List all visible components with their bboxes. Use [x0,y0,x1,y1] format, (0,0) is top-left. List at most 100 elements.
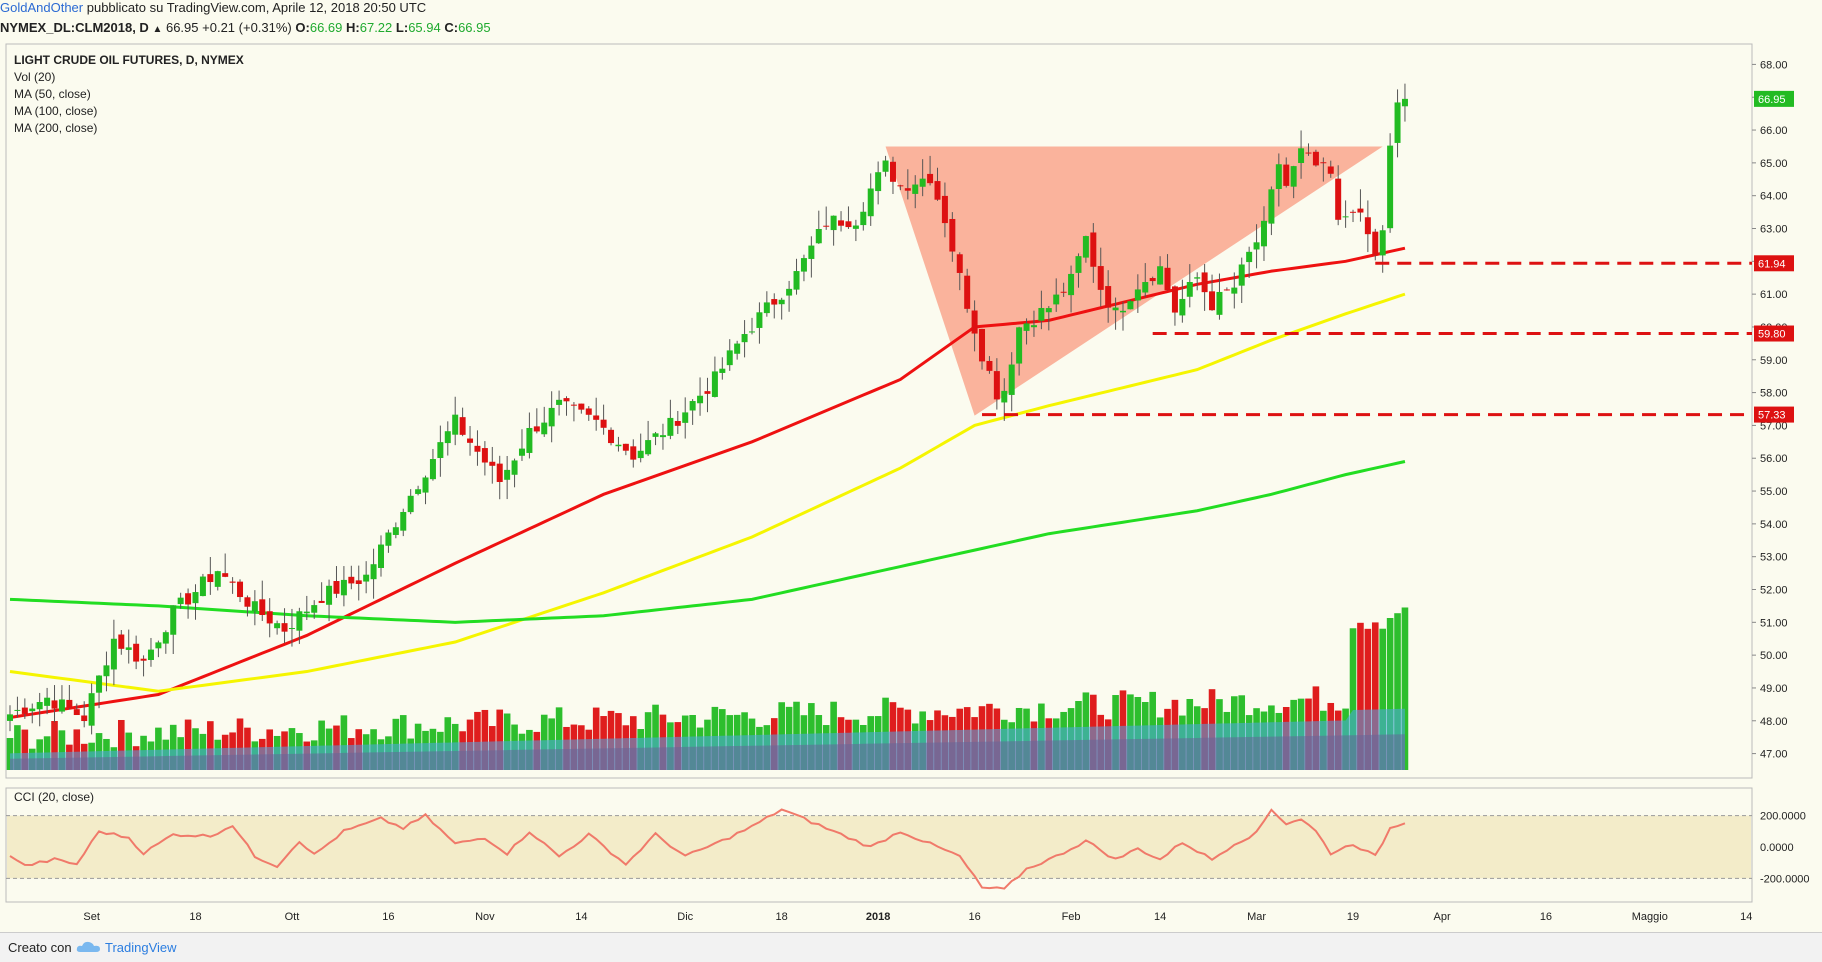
volume-bar [1401,607,1409,770]
candle-body [541,422,548,435]
candle-body [1357,208,1364,213]
price-marker-label: 57.33 [1758,410,1786,422]
candle-body [370,564,377,580]
price-change: +0.21 (+0.31%) [202,20,292,35]
candles [7,83,1408,735]
candle-body [578,403,585,410]
candle-body [593,415,600,420]
candle-body [860,211,867,226]
candle-body [1030,325,1037,328]
candle-body [852,225,859,229]
time-tick-label: 18 [776,911,788,923]
candle-body [14,709,21,711]
candle-body [778,299,785,305]
price-chart[interactable]: 47.00 48.00 49.00 50.00 51.00 52.00 53.00 54.00… [0,0,1822,932]
candle-body [726,350,733,366]
candle-body [518,448,525,456]
volume-bar [555,707,563,770]
candle-body [526,427,533,453]
legend-title: LIGHT CRUDE OIL FUTURES, D, NYMEX [14,53,244,67]
candle-body [1194,277,1201,279]
volume-bar [169,724,177,770]
candle-body [1179,298,1186,316]
time-tick-label: Nov [475,911,495,923]
time-tick-label: Set [83,911,100,923]
candle-body [1327,166,1334,174]
volume-bar [1379,628,1386,770]
candle-body [919,178,926,187]
candle-body [288,628,295,630]
candle-body [608,429,615,444]
candle-body [927,173,934,184]
price-tick-label: 65.00 [1760,158,1788,170]
cci-tick-label: -200.0000 [1760,873,1810,885]
candle-body [199,576,206,597]
candle-body [1253,242,1260,250]
candle-body [429,459,436,480]
candle-body [563,398,570,402]
candle-body [1134,289,1141,301]
candle-body [1223,289,1230,291]
candle-body [889,161,896,182]
candle-body [1387,145,1394,229]
candle-body [1045,308,1052,313]
volume-bar [592,707,600,770]
candle-body [281,623,288,632]
candle-body [1283,164,1290,186]
candle-body [986,360,993,371]
candle-body [1401,98,1408,107]
volume-bar [207,721,214,770]
candle-body [1008,364,1015,395]
price-tick-label: 48.00 [1760,716,1788,728]
time-tick-label: Feb [1062,911,1081,923]
candle-body [697,395,704,404]
candle-body [274,623,281,629]
candle-body [1379,230,1386,256]
volume-bar [1349,628,1357,770]
time-tick-label: 14 [1154,911,1166,923]
candle-body [385,532,392,546]
cci-label: CCI (20, close) [14,790,94,804]
volume-bar [1364,628,1372,770]
price-marker-label: 66.95 [1758,94,1786,106]
candle-body [897,185,904,187]
candle-body [207,574,214,583]
candle-body [808,245,815,259]
candle-body [1394,102,1401,143]
candle-body [570,404,577,406]
candle-body [177,597,184,605]
tradingview-link[interactable]: TradingView [105,940,177,955]
price-tick-label: 64.00 [1760,191,1788,203]
candle-body [162,632,169,644]
candle-body [1372,231,1379,256]
candle-body [1216,291,1223,315]
close-value: 66.95 [458,20,491,35]
candle-body [1038,307,1045,321]
candle-body [1001,390,1008,403]
candle-body [44,697,51,706]
author-link[interactable]: GoldAndOther [0,0,84,15]
candle-body [1157,266,1164,285]
volume-bar [51,721,58,770]
candle-body [110,638,117,670]
price-tick-label: 66.00 [1760,125,1788,137]
publish-info: pubblicato su TradingView.com, Aprile 12… [86,0,427,15]
candle-body [548,407,555,427]
triangle-pattern [885,146,1383,416]
symbol-name: NYMEX_DL:CLM2018, D [0,20,149,35]
price-marker [1754,90,1794,107]
candle-body [244,597,251,607]
candle-body [392,527,399,535]
candle-body [1164,267,1171,291]
time-tick-label: Mar [1247,911,1266,923]
candle-body [259,599,266,616]
candle-body [147,649,154,660]
candle-body [481,448,488,463]
candle-body [756,312,763,328]
candle-body [1275,164,1282,189]
candle-body [956,254,963,273]
ma200-line [9,460,1406,624]
low-label: L: [395,20,409,35]
candle-body [237,581,244,598]
candle-body [882,160,889,172]
